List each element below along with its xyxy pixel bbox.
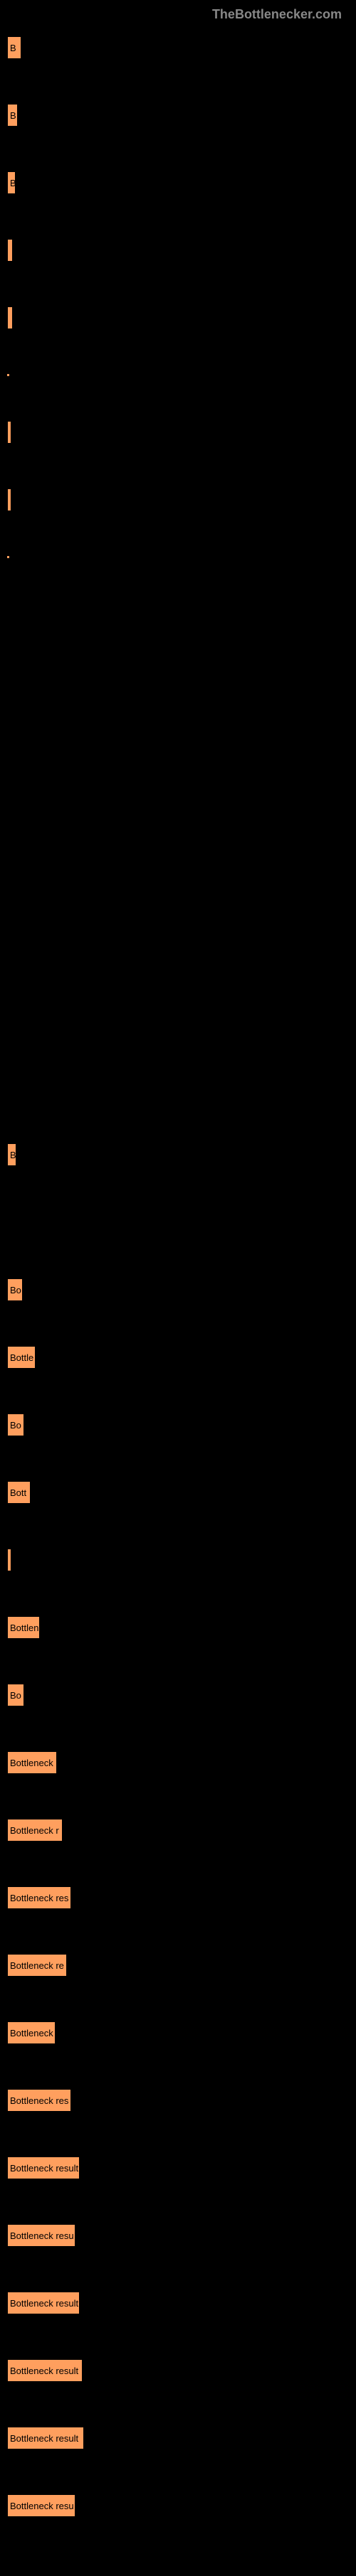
chart-bar: B	[7, 104, 18, 127]
bar-row: Bottleneck res	[7, 1886, 349, 1909]
bar-row: Bo	[7, 1413, 349, 1436]
chart-bar: Bottleneck	[7, 1751, 57, 1774]
chart-bar: Bottleneck result	[7, 2157, 80, 2179]
watermark-text: TheBottlenecker.com	[0, 0, 356, 22]
bar-row	[7, 1008, 349, 1031]
bar-row	[7, 670, 349, 693]
bar-row	[7, 941, 349, 963]
bar-dot	[7, 556, 9, 558]
bar-row	[7, 239, 349, 262]
chart-bar: Bottleneck resu	[7, 2224, 75, 2247]
bar-row: Bottleneck resu	[7, 2224, 349, 2247]
bar-row: Bott	[7, 1481, 349, 1504]
bar-row	[7, 556, 349, 558]
bar-row	[7, 603, 349, 626]
chart-bar: Bo	[7, 1413, 24, 1436]
bar-row: Bottleneck	[7, 2021, 349, 2044]
chart-bar: Bottleneck res	[7, 1886, 71, 1909]
bar-row	[7, 488, 349, 511]
bar-row: Bottlen	[7, 1616, 349, 1639]
bar-row	[7, 421, 349, 444]
bar-row: Bottleneck r	[7, 1819, 349, 1842]
chart-bar: Bottleneck result	[7, 2359, 83, 2382]
chart-bar	[7, 421, 11, 444]
chart-bar: Bottleneck result	[7, 2427, 84, 2449]
bar-row: Bo	[7, 1278, 349, 1301]
bar-row: Bottleneck result	[7, 2359, 349, 2382]
chart-bar: Bottleneck result	[7, 2292, 80, 2314]
bar-row	[7, 1211, 349, 1234]
bar-row: B	[7, 171, 349, 194]
bar-row: B	[7, 104, 349, 127]
bar-row: Bottleneck result	[7, 2292, 349, 2314]
bar-row: Bottleneck result	[7, 2427, 349, 2449]
bar-row: Bottleneck result	[7, 2157, 349, 2179]
bar-row: Bottleneck res	[7, 2089, 349, 2112]
bar-row	[7, 1549, 349, 1571]
bar-row: B	[7, 36, 349, 59]
bar-row	[7, 873, 349, 896]
chart-bar	[7, 488, 11, 511]
bar-row	[7, 738, 349, 761]
chart-bar: Bottleneck resu	[7, 2494, 75, 2517]
chart-bar: Bottlen	[7, 1616, 40, 1639]
bar-row	[7, 806, 349, 828]
bar-row: Bottle	[7, 1346, 349, 1369]
chart-bar	[7, 306, 13, 329]
chart-bar: Bottleneck res	[7, 2089, 71, 2112]
bar-row: Bottleneck resu	[7, 2494, 349, 2517]
chart-bar: Bo	[7, 1278, 23, 1301]
bar-row	[7, 306, 349, 329]
chart-bar: Bottleneck r	[7, 1819, 63, 1842]
bar-row: B	[7, 1143, 349, 1166]
chart-bar: B	[7, 36, 21, 59]
chart-bar: Bottleneck	[7, 2021, 56, 2044]
chart-bar	[7, 239, 13, 262]
chart-bar: B	[7, 1143, 16, 1166]
chart-container: B B B B Bo Bottle Bo Bott Bottlen Bo Bottleneck Bot…	[0, 22, 356, 2576]
chart-bar: Bottle	[7, 1346, 36, 1369]
bar-row: Bottleneck	[7, 1751, 349, 1774]
chart-bar: B	[7, 171, 16, 194]
chart-bar: Bo	[7, 1684, 24, 1706]
bar-row	[7, 1076, 349, 1099]
chart-bar: Bott	[7, 1481, 31, 1504]
chart-bar	[7, 1549, 11, 1571]
bar-row: Bo	[7, 1684, 349, 1706]
bar-dot	[7, 374, 9, 376]
bar-row: Bottleneck re	[7, 1954, 349, 1977]
chart-bar: Bottleneck re	[7, 1954, 67, 1977]
bar-row	[7, 374, 349, 376]
